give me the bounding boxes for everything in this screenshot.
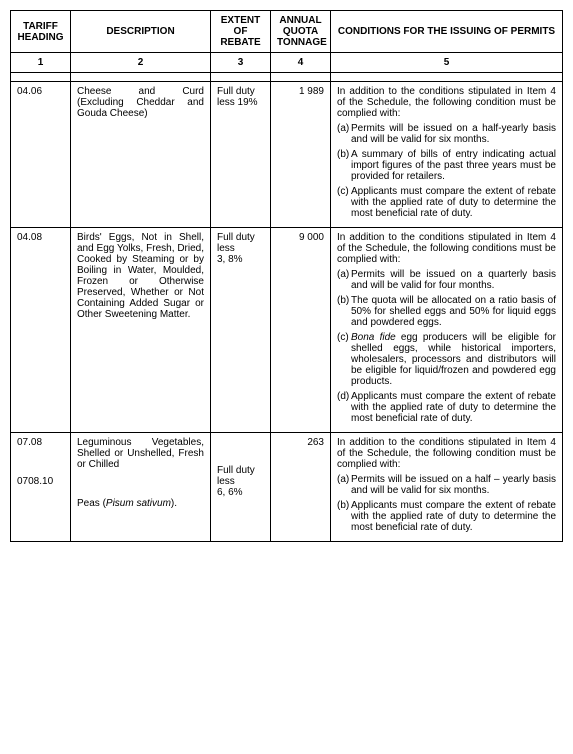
- spacer-row: [11, 73, 563, 82]
- cell-tonnage: 1 989: [271, 82, 331, 228]
- conditions-list: (a)Permits will be issued on a half-year…: [337, 123, 556, 219]
- conditions-intro: In addition to the conditions stipulated…: [337, 232, 556, 265]
- table-row: 07.08 0708.10 Leguminous Vegetables, Shell…: [11, 433, 563, 542]
- condition-marker: (d): [337, 391, 349, 402]
- conditions-list: (a)Permits will be issued on a quarterly…: [337, 269, 556, 424]
- conditions-list: (a)Permits will be issued on a half – ye…: [337, 474, 556, 533]
- cell-extent: Full duty less6, 6%: [211, 433, 271, 542]
- condition-item: (a)Permits will be issued on a quarterly…: [351, 269, 556, 291]
- th-description: DESCRIPTION: [71, 11, 211, 53]
- cell-tariff: 04.08: [11, 228, 71, 433]
- condition-item: (c)Applicants must compare the extent of…: [351, 186, 556, 219]
- colnum-row: 1 2 3 4 5: [11, 53, 563, 73]
- cell-conditions: In addition to the conditions stipulated…: [331, 228, 563, 433]
- colnum-1: 1: [11, 53, 71, 73]
- description-text: Cheese and Curd (Excluding Cheddar and G…: [77, 86, 204, 119]
- colnum-2: 2: [71, 53, 211, 73]
- condition-marker: (c): [337, 186, 349, 197]
- condition-item: (c)Bona fide egg producers will be eligi…: [351, 332, 556, 387]
- colnum-3: 3: [211, 53, 271, 73]
- th-conditions: CONDITIONS FOR THE ISSUING OF PERMITS: [331, 11, 563, 53]
- tariff-heading: 07.08: [17, 437, 42, 448]
- condition-item: (a)Permits will be issued on a half-year…: [351, 123, 556, 145]
- tariff-heading: 04.08: [17, 232, 42, 243]
- condition-item: (b)The quota will be allocated on a rati…: [351, 295, 556, 328]
- tariff-heading: 04.06: [17, 86, 42, 97]
- cell-tonnage: 263: [271, 433, 331, 542]
- cell-tonnage: 9 000: [271, 228, 331, 433]
- cell-tariff: 07.08 0708.10: [11, 433, 71, 542]
- condition-marker: (b): [337, 500, 349, 511]
- conditions-intro: In addition to the conditions stipulated…: [337, 86, 556, 119]
- header-row: TARIFF HEADING DESCRIPTION EXTENT OF REB…: [11, 11, 563, 53]
- cell-tariff: 04.06: [11, 82, 71, 228]
- conditions-intro: In addition to the conditions stipulated…: [337, 437, 556, 470]
- condition-item: (b)A summary of bills of entry indicatin…: [351, 149, 556, 182]
- th-tonnage: ANNUAL QUOTA TONNAGE: [271, 11, 331, 53]
- condition-item: (d)Applicants must compare the extent of…: [351, 391, 556, 424]
- condition-item: (b)Applicants must compare the extent of…: [351, 500, 556, 533]
- cell-conditions: In addition to the conditions stipulated…: [331, 433, 563, 542]
- description-subtext: Peas (Pisum sativum).: [77, 498, 204, 509]
- cell-description: Birds' Eggs, Not in Shell, and Egg Yolks…: [71, 228, 211, 433]
- cell-extent: Full duty less3, 8%: [211, 228, 271, 433]
- table-row: 04.08 Birds' Eggs, Not in Shell, and Egg …: [11, 228, 563, 433]
- colnum-4: 4: [271, 53, 331, 73]
- description-text: Birds' Eggs, Not in Shell, and Egg Yolks…: [77, 232, 204, 320]
- condition-marker: (a): [337, 269, 349, 280]
- th-extent: EXTENT OF REBATE: [211, 11, 271, 53]
- tariff-table: TARIFF HEADING DESCRIPTION EXTENT OF REB…: [10, 10, 563, 542]
- table-row: 04.06 Cheese and Curd (Excluding Cheddar …: [11, 82, 563, 228]
- cell-description: Leguminous Vegetables, Shelled or Unshel…: [71, 433, 211, 542]
- cell-conditions: In addition to the conditions stipulated…: [331, 82, 563, 228]
- condition-marker: (a): [337, 474, 349, 485]
- condition-marker: (b): [337, 149, 349, 160]
- condition-marker: (c): [337, 332, 349, 343]
- extent-subtext: Full duty less6, 6%: [217, 465, 264, 498]
- extent-text: Full duty less3, 8%: [217, 232, 255, 265]
- cell-extent: Full duty less 19%: [211, 82, 271, 228]
- th-tariff: TARIFF HEADING: [11, 11, 71, 53]
- colnum-5: 5: [331, 53, 563, 73]
- condition-item: (a)Permits will be issued on a half – ye…: [351, 474, 556, 496]
- condition-marker: (b): [337, 295, 349, 306]
- condition-marker: (a): [337, 123, 349, 134]
- description-text: Leguminous Vegetables, Shelled or Unshel…: [77, 437, 204, 470]
- extent-text: Full duty less 19%: [217, 86, 258, 108]
- cell-description: Cheese and Curd (Excluding Cheddar and G…: [71, 82, 211, 228]
- tariff-subheading: 0708.10: [17, 476, 64, 487]
